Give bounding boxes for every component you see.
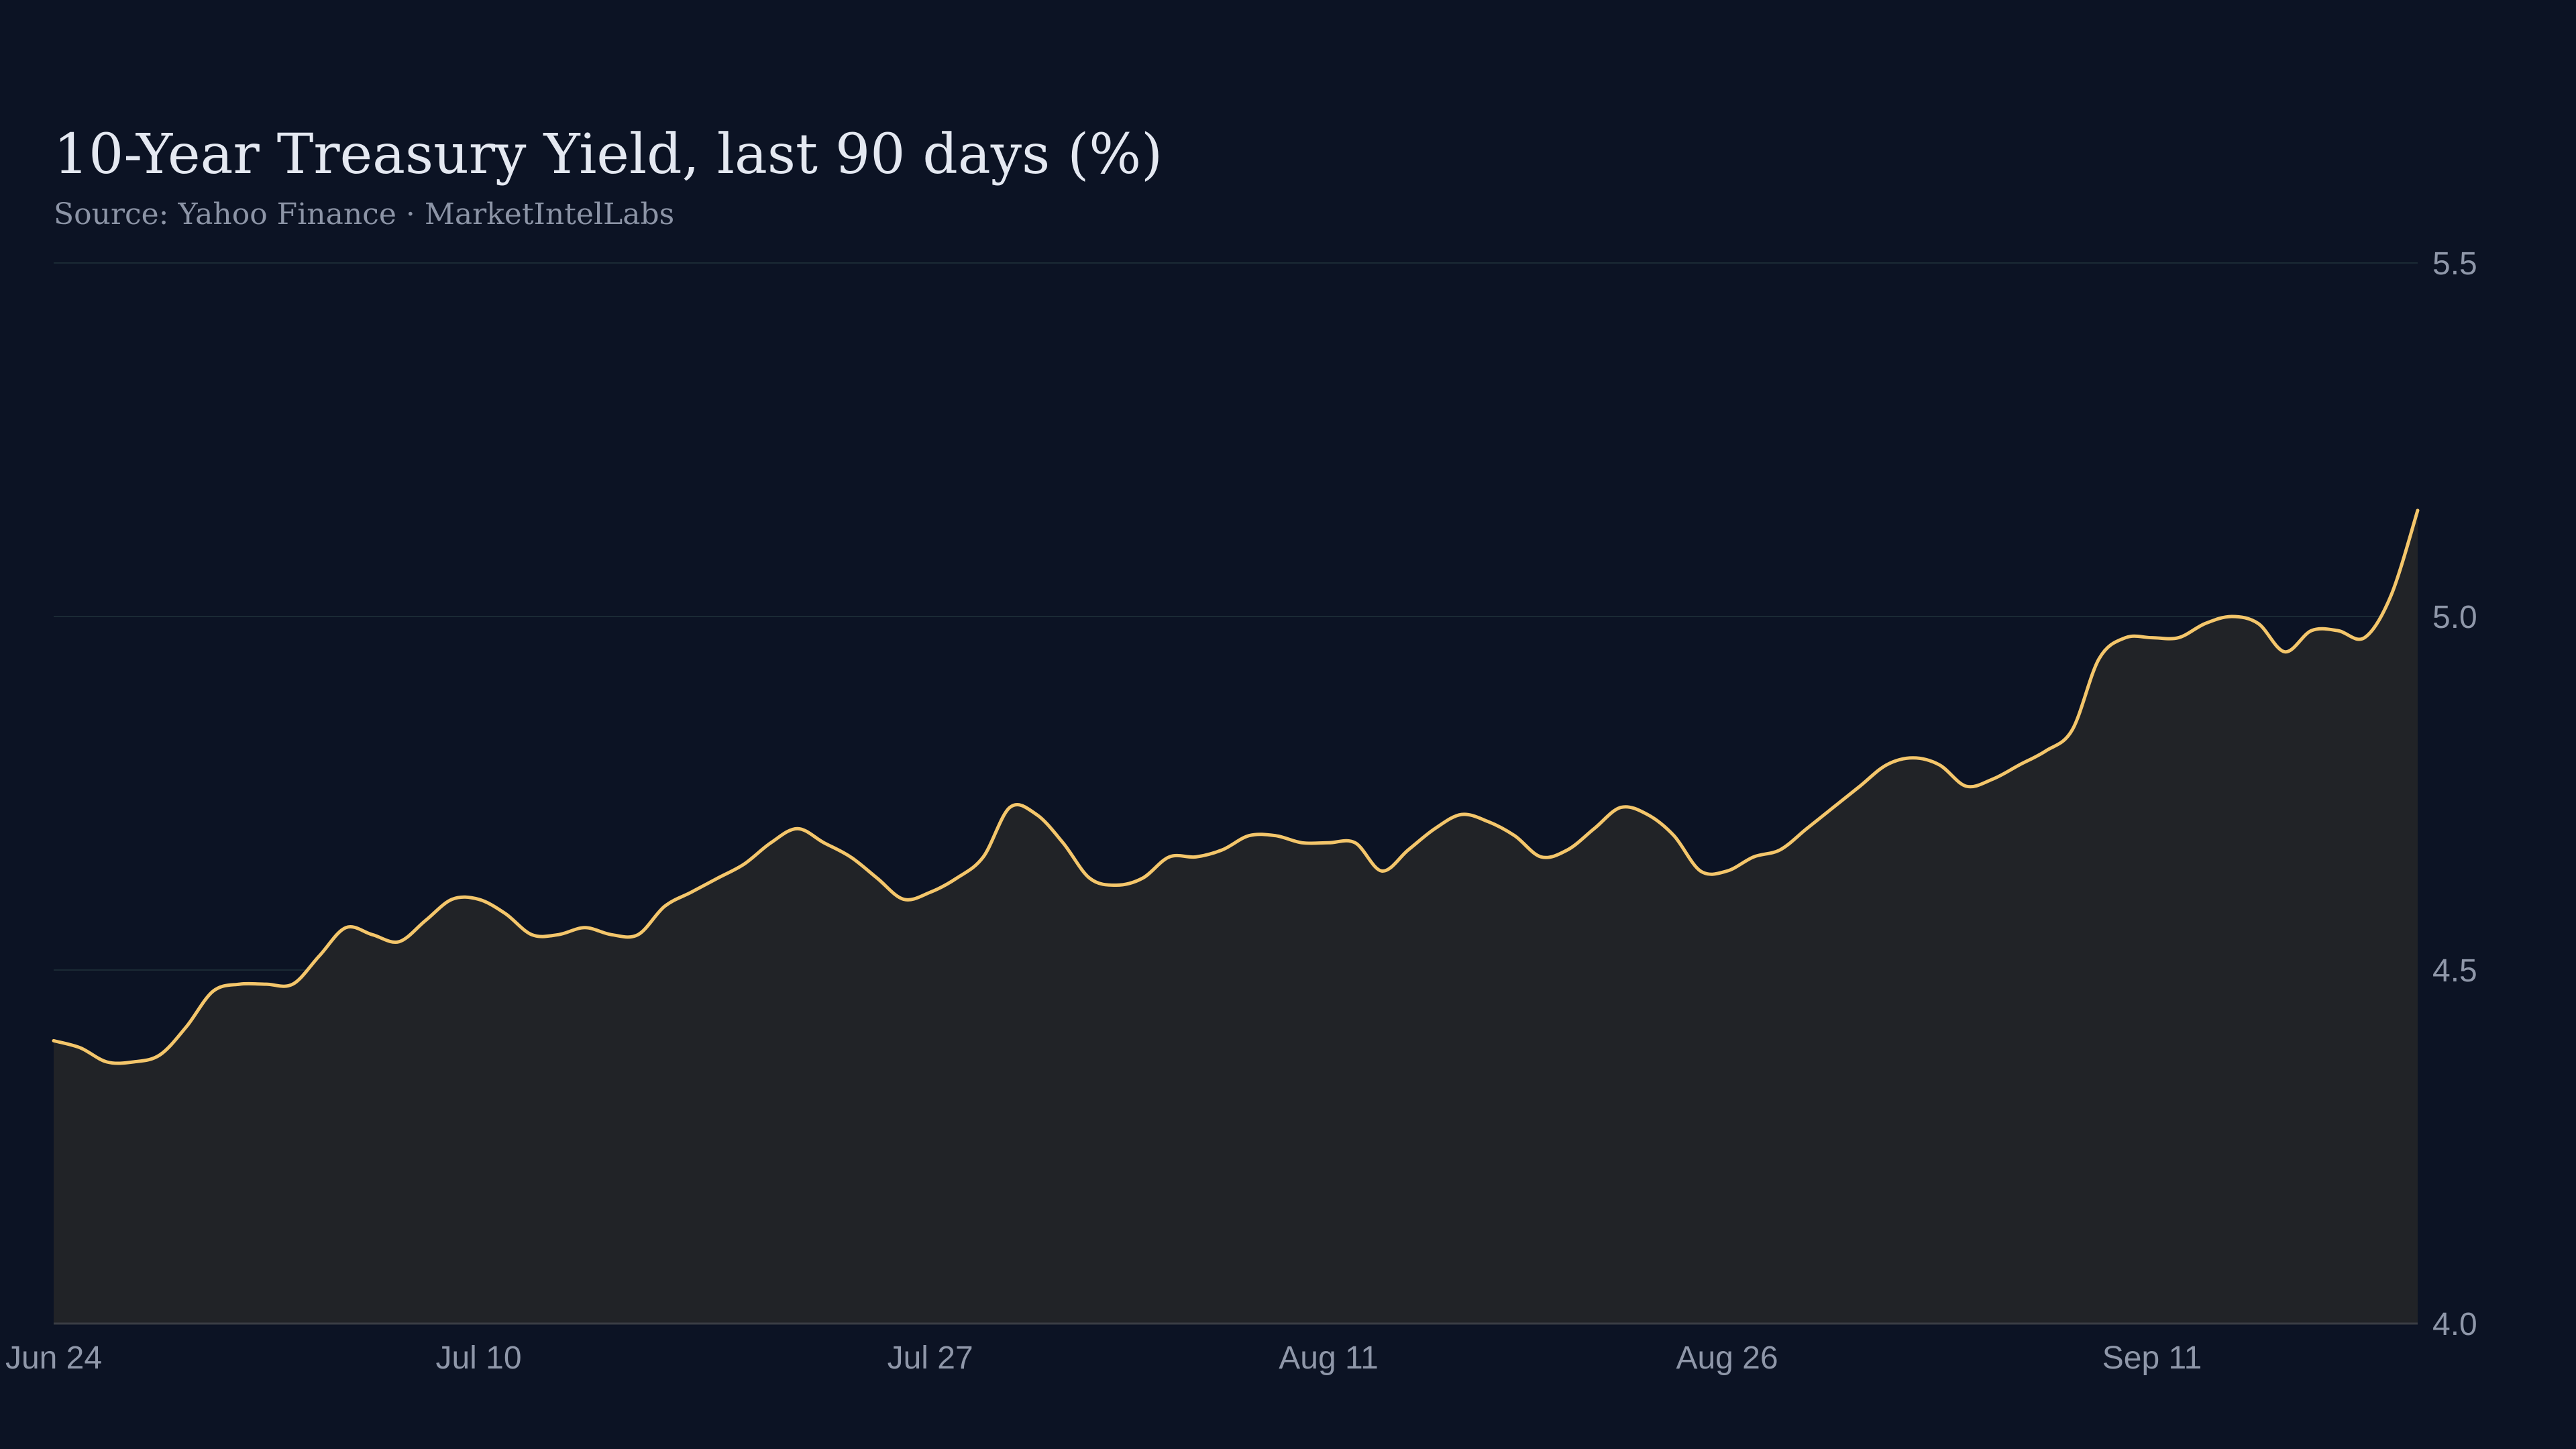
y-tick-label: 5.5	[2432, 246, 2477, 282]
x-tick-label: Jul 10	[435, 1340, 521, 1376]
x-tick-label: Jul 27	[888, 1340, 973, 1376]
y-tick-label: 4.5	[2432, 953, 2477, 989]
x-tick-label: Aug 26	[1676, 1340, 1778, 1376]
y-tick-label: 4.0	[2432, 1307, 2477, 1342]
y-tick-label: 5.0	[2432, 600, 2477, 635]
x-tick-label: Aug 11	[1279, 1340, 1379, 1376]
y-axis: 4.0 4.5 5.0 5.5	[2432, 246, 2477, 1342]
x-axis: Jun 24 Jul 10 Jul 27 Aug 11 Aug 26 Sep 11	[5, 1340, 2202, 1376]
plot-area	[52, 508, 2420, 1325]
chart-title: 10-Year Treasury Yield, last 90 days (%)	[54, 123, 1163, 186]
x-tick-label: Jun 24	[5, 1340, 102, 1376]
series-line	[52, 508, 2420, 1065]
chart-subtitle: Source: Yahoo Finance · MarketIntelLabs	[54, 197, 674, 231]
area-fill	[54, 510, 2418, 1324]
x-tick-label: Sep 11	[2102, 1340, 2202, 1376]
